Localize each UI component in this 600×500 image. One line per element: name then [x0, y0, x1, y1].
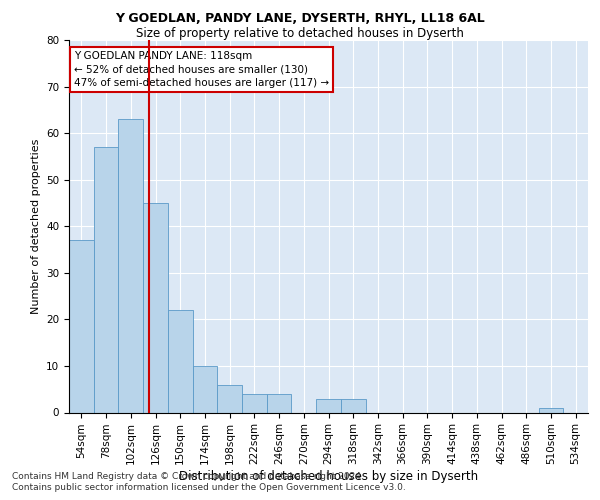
Text: Y GOEDLAN PANDY LANE: 118sqm
← 52% of detached houses are smaller (130)
47% of s: Y GOEDLAN PANDY LANE: 118sqm ← 52% of de…	[74, 51, 329, 88]
Bar	[193, 366, 217, 412]
Bar	[168, 310, 193, 412]
Bar	[539, 408, 563, 412]
Bar	[94, 147, 118, 412]
Bar	[267, 394, 292, 412]
Bar	[341, 398, 365, 412]
Y-axis label: Number of detached properties: Number of detached properties	[31, 138, 41, 314]
Bar	[316, 398, 341, 412]
Bar	[242, 394, 267, 412]
Bar	[69, 240, 94, 412]
Text: Contains HM Land Registry data © Crown copyright and database right 2024.: Contains HM Land Registry data © Crown c…	[12, 472, 364, 481]
X-axis label: Distribution of detached houses by size in Dyserth: Distribution of detached houses by size …	[179, 470, 478, 483]
Text: Size of property relative to detached houses in Dyserth: Size of property relative to detached ho…	[136, 28, 464, 40]
Text: Y GOEDLAN, PANDY LANE, DYSERTH, RHYL, LL18 6AL: Y GOEDLAN, PANDY LANE, DYSERTH, RHYL, LL…	[115, 12, 485, 26]
Bar	[217, 384, 242, 412]
Bar	[143, 203, 168, 412]
Bar	[118, 119, 143, 412]
Text: Contains public sector information licensed under the Open Government Licence v3: Contains public sector information licen…	[12, 484, 406, 492]
